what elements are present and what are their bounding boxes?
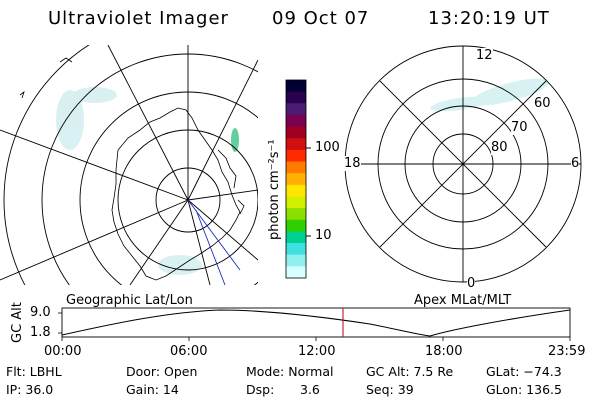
colorbar-stripe: [286, 208, 306, 221]
lat-circle: [3, 45, 90, 285]
ground-track: [187, 199, 241, 285]
mlt-line: [379, 80, 547, 248]
antarctica-coastline: [111, 107, 241, 281]
glon-info: GLon: 136.5: [486, 382, 562, 397]
colorbar-stripe: [286, 91, 306, 104]
filter-info: Flt: LBHL: [6, 364, 62, 379]
time-tick-0600: 06:00: [170, 344, 208, 359]
glat-info: GLat: −74.3: [486, 364, 562, 379]
mode-info: Mode: Normal: [246, 364, 334, 379]
time-tick-2359: 23:59: [548, 344, 586, 359]
meridian-line: [187, 189, 258, 201]
ip-info: IP: 36.0: [6, 382, 54, 397]
mlat-label-60: 60: [534, 96, 551, 111]
gain-info: Gain: 14: [126, 382, 179, 397]
gc-alt-axis-label: GC Alt: [10, 302, 25, 343]
door-info: Door: Open: [126, 364, 198, 379]
meridian-line: [187, 59, 258, 201]
time-tick-0000: 00:00: [44, 344, 82, 359]
mlat-label-80: 80: [491, 140, 508, 155]
colorbar-tick-100: 100: [315, 140, 340, 155]
mlt-label-6: 6: [571, 156, 580, 171]
gc-alt-tick-bottom: 1.8: [30, 325, 51, 340]
left-map-caption: Geographic Lat/Lon: [66, 293, 193, 308]
app-title: Ultraviolet Imager: [48, 8, 229, 29]
meridian-line: [187, 199, 258, 261]
mlt-label-18: 18: [344, 156, 361, 171]
colorbar-tick-10: 10: [315, 228, 332, 243]
colorbar-stripe: [286, 80, 306, 93]
mlt-label-12: 12: [476, 48, 493, 63]
meridian-line: [0, 129, 189, 201]
dsp-value: 3.6: [300, 382, 320, 397]
colorbar-stripe: [286, 231, 306, 244]
colorbar-stripe: [286, 103, 306, 116]
meridian-line: [0, 199, 189, 281]
meridian-line: [187, 199, 211, 285]
gc-alt-curve: [61, 309, 571, 337]
aurora-emission-right: [430, 78, 549, 112]
seq-info: Seq: 39: [366, 382, 414, 397]
colorbar-stripe: [286, 243, 306, 256]
right-map-caption: Apex MLat/MLT: [414, 293, 512, 308]
colorbar-stripe: [286, 184, 306, 197]
colorbar-stripe: [286, 254, 306, 267]
colorbar-stripe: [286, 114, 306, 128]
colorbar-stripe: [286, 266, 306, 279]
mlat-label-70: 70: [511, 120, 528, 135]
meridian-line: [107, 45, 189, 201]
dsp-info: Dsp:: [246, 382, 275, 397]
time-tick-1800: 18:00: [425, 344, 463, 359]
time-label: 13:20:19 UT: [428, 8, 550, 29]
date-label: 09 Oct 07: [272, 8, 370, 29]
colorbar-stripe: [286, 126, 306, 139]
gc-alt-tick-top: 9.0: [30, 305, 51, 320]
time-tick-1200: 12:00: [298, 344, 336, 359]
colorbar-stripe: [286, 149, 306, 163]
colorbar-stripe: [286, 161, 306, 174]
colorbar-stripe: [286, 173, 306, 186]
colorbar-stripe: [286, 219, 306, 232]
meridian-line: [129, 199, 189, 285]
colorbar-stripe: [286, 196, 306, 209]
gc-alt-info: GC Alt: 7.5 Re: [366, 364, 454, 379]
peninsula-coastline: [19, 57, 245, 215]
colorbar-stripe: [286, 138, 306, 151]
mlt-label-0: 0: [467, 276, 476, 291]
